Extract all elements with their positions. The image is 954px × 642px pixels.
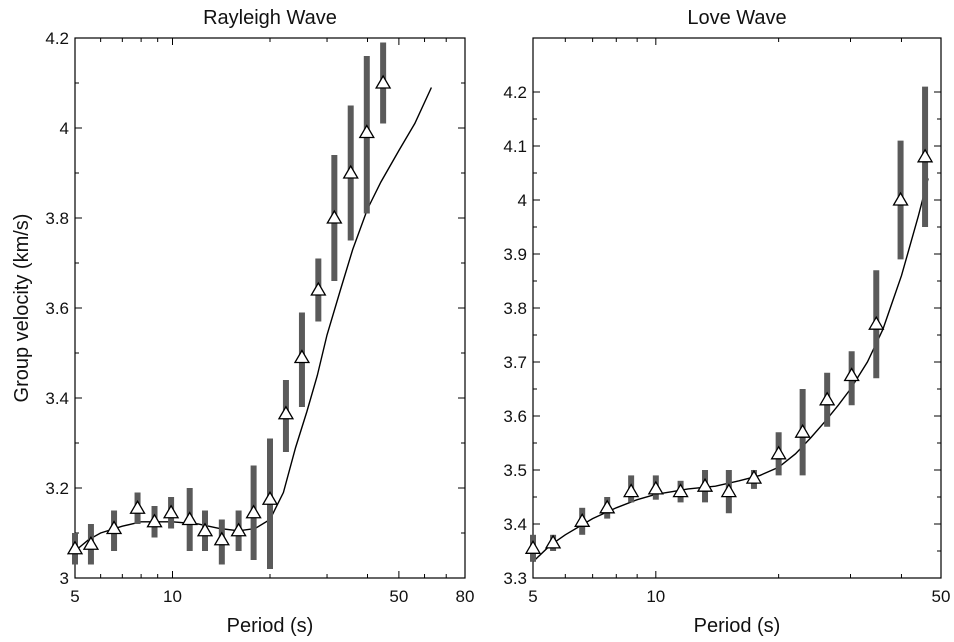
love-data-point: [544, 534, 562, 549]
rayleigh-data-point: [162, 504, 180, 519]
love-plot-frame: [532, 37, 942, 579]
love-xtick-label: 50: [932, 587, 951, 606]
rayleigh-panel: Rayleigh Wave Period (s) Group velocity …: [11, 7, 474, 637]
rayleigh-ytick-label: 4.2: [45, 29, 69, 48]
rayleigh-data-point: [213, 531, 230, 546]
rayleigh-data-point: [293, 349, 311, 364]
love-ytick-label: 3.8: [503, 299, 527, 318]
love-ytick-label: 3.4: [503, 515, 527, 534]
rayleigh-ylabel: Group velocity (km/s): [11, 214, 33, 403]
rayleigh-data-point: [245, 504, 262, 519]
love-title: Love Wave: [687, 7, 786, 29]
rayleigh-title: Rayleigh Wave: [203, 7, 337, 29]
rayleigh-xtick-label: 10: [163, 587, 182, 606]
rayleigh-data-point: [196, 522, 214, 537]
love-panel: Love Wave Period (s) 3.3 3.4 3.5 3.6 3.7 3.8 3…: [503, 7, 950, 637]
love-ytick-label: 3.9: [503, 245, 527, 264]
rayleigh-data-point: [342, 164, 359, 179]
love-data-point: [524, 540, 542, 554]
rayleigh-ytick-label: 4: [60, 119, 69, 138]
rayleigh-data-point: [230, 522, 247, 537]
love-data-point: [599, 499, 616, 514]
love-ytick-label: 3.5: [503, 461, 527, 480]
love-data-point: [819, 391, 836, 406]
rayleigh-data-point: [261, 490, 279, 505]
love-data-point: [574, 513, 591, 527]
love-data-point: [647, 480, 664, 495]
rayleigh-data-point: [310, 281, 327, 296]
love-data-point: [794, 423, 811, 438]
rayleigh-data-point: [358, 124, 375, 139]
rayleigh-data-point: [66, 540, 84, 555]
rayleigh-data-point: [181, 511, 198, 526]
love-data-point: [843, 367, 860, 382]
rayleigh-xtick-label: 5: [70, 587, 79, 606]
rayleigh-data-point: [129, 499, 146, 514]
rayleigh-xlabel: Period (s): [227, 615, 314, 637]
rayleigh-data-point: [105, 520, 123, 535]
love-data-point: [892, 191, 909, 206]
love-ytick-label: 3.6: [503, 407, 527, 426]
rayleigh-data-point: [374, 74, 392, 89]
love-data-point: [623, 483, 640, 498]
love-data-point: [745, 469, 763, 484]
rayleigh-data-point: [277, 405, 295, 420]
love-ytick-label: 4.2: [503, 83, 527, 102]
rayleigh-ytick-label: 3.4: [45, 389, 69, 408]
rayleigh-ytick-label: 3.6: [45, 299, 69, 318]
love-ytick-label: 3.3: [503, 569, 527, 588]
love-data-point: [720, 483, 737, 498]
love-xtick-label: 10: [646, 587, 665, 606]
love-xtick-label: 5: [528, 587, 537, 606]
rayleigh-data-point: [146, 513, 163, 528]
love-data-point: [868, 315, 885, 330]
love-data-point: [696, 477, 714, 492]
rayleigh-xtick-label: 50: [389, 587, 408, 606]
rayleigh-data-point: [326, 209, 343, 224]
love-data-point: [770, 445, 787, 460]
love-ytick-label: 4.1: [503, 137, 527, 156]
love-ytick-label: 4: [518, 191, 527, 210]
rayleigh-data-point: [82, 535, 100, 550]
love-xlabel: Period (s): [694, 615, 781, 637]
rayleigh-ytick-label: 3.2: [45, 479, 69, 498]
love-data-point: [916, 148, 934, 163]
rayleigh-ytick-label: 3.8: [45, 209, 69, 228]
rayleigh-xtick-label: 80: [456, 587, 475, 606]
rayleigh-ytick-label: 3: [60, 569, 69, 588]
love-ytick-label: 3.7: [503, 353, 527, 372]
love-data-point: [672, 483, 689, 498]
